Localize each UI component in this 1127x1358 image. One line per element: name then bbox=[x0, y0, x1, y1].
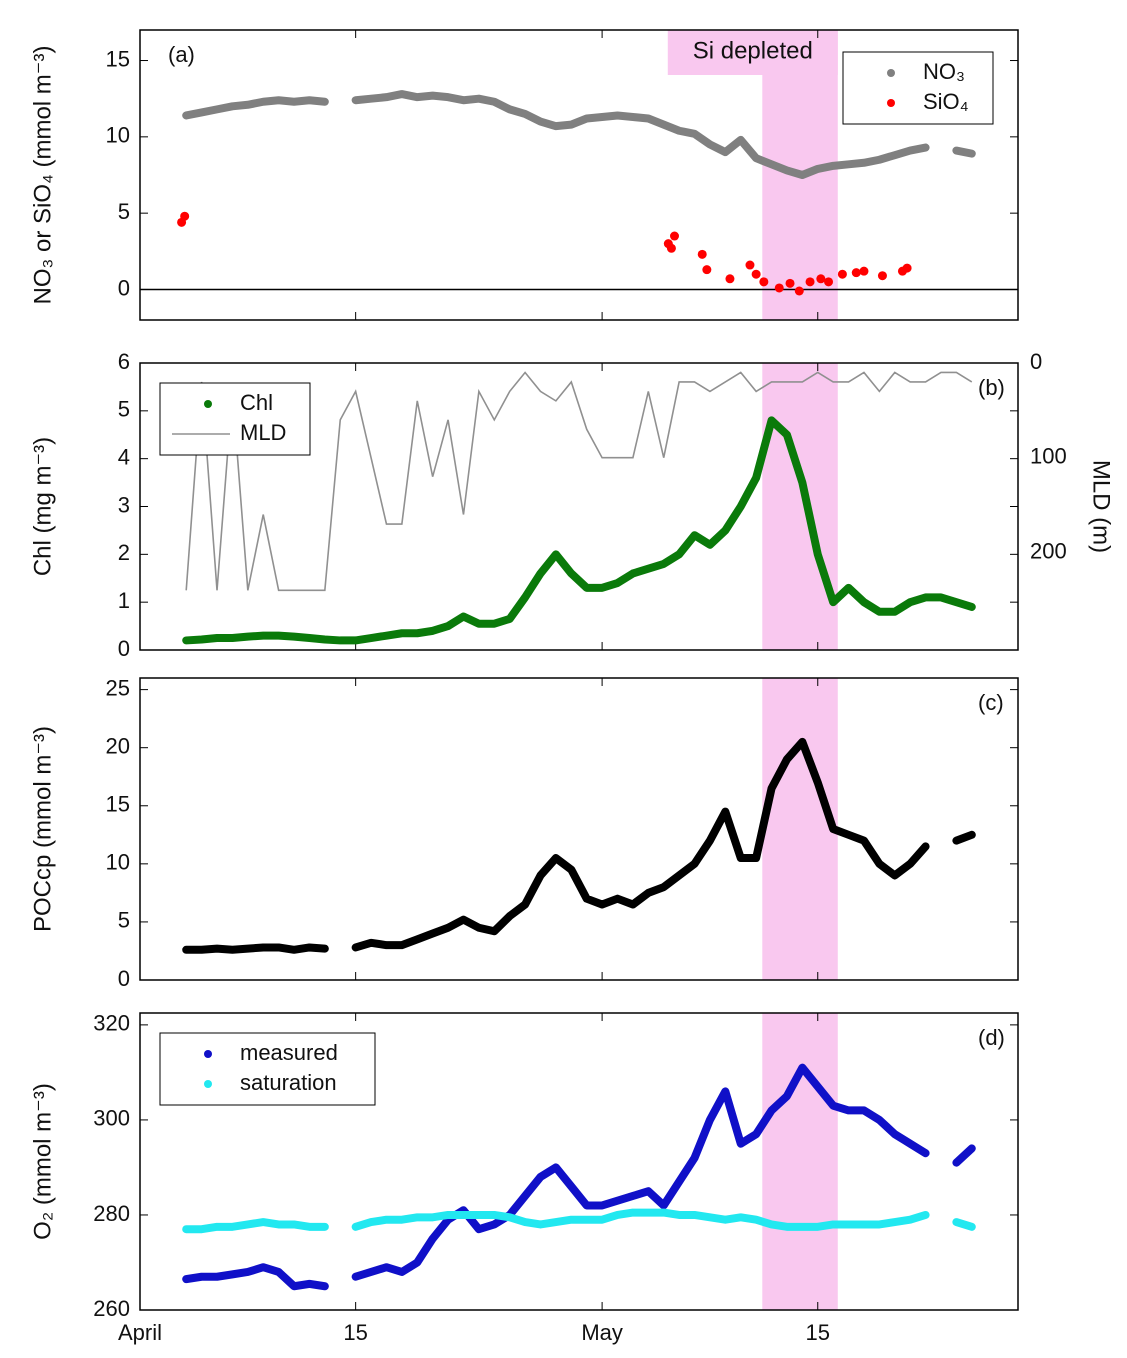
y-tick-label: 280 bbox=[93, 1201, 130, 1226]
point bbox=[759, 277, 769, 287]
frame bbox=[139, 29, 1019, 321]
y-axis-label: NO₃ or SiO₄ (mmol m⁻³) bbox=[29, 46, 56, 305]
x-tick-label: May bbox=[581, 1320, 623, 1345]
point bbox=[774, 283, 784, 293]
legend-box bbox=[159, 1032, 376, 1106]
legend-label: NO₃ bbox=[923, 59, 965, 84]
point bbox=[180, 211, 190, 221]
point bbox=[877, 271, 887, 281]
y-tick-label: 25 bbox=[106, 675, 130, 700]
legend-box bbox=[842, 51, 994, 125]
frame bbox=[139, 677, 1019, 981]
y2-tick-label: 0 bbox=[1030, 349, 1042, 374]
legend-marker bbox=[887, 69, 895, 77]
legend-marker bbox=[887, 99, 895, 107]
y2-tick-label: 100 bbox=[1030, 444, 1067, 469]
point bbox=[702, 265, 712, 275]
legend-label: Chl bbox=[240, 390, 273, 415]
y-tick-label: 300 bbox=[93, 1106, 130, 1131]
legend-box bbox=[159, 382, 311, 456]
legend-marker bbox=[204, 1080, 212, 1088]
x-tick-label: 15 bbox=[806, 1320, 830, 1345]
x-tick-label: 15 bbox=[343, 1320, 367, 1345]
frame bbox=[139, 362, 1019, 651]
frame bbox=[139, 1012, 1019, 1311]
y2-axis-label: MLD (m) bbox=[1088, 460, 1115, 553]
point bbox=[902, 263, 912, 273]
dense-points bbox=[182, 90, 976, 179]
point bbox=[785, 278, 795, 288]
y-tick-label: 0 bbox=[118, 275, 130, 300]
point bbox=[851, 268, 861, 278]
annotation: Si depleted bbox=[693, 37, 813, 64]
point bbox=[859, 266, 869, 276]
panel-label: (d) bbox=[978, 1025, 1005, 1050]
point bbox=[837, 269, 847, 279]
highlight bbox=[762, 678, 838, 980]
y-axis-label: O₂ (mmol m⁻³) bbox=[29, 1083, 56, 1240]
legend-label: SiO₄ bbox=[923, 89, 969, 114]
y2-tick-label: 200 bbox=[1030, 538, 1067, 563]
y-tick-label: 3 bbox=[118, 492, 130, 517]
y-tick-label: 5 bbox=[118, 397, 130, 422]
y-tick-label: 15 bbox=[106, 792, 130, 817]
y-axis-label: Chl (mg m⁻³) bbox=[29, 437, 56, 576]
legend-label: saturation bbox=[240, 1070, 337, 1095]
point bbox=[745, 260, 755, 270]
point bbox=[805, 277, 815, 287]
legend-label: measured bbox=[240, 1040, 338, 1065]
line bbox=[185, 371, 973, 592]
panel-label: (b) bbox=[978, 375, 1005, 400]
panel-label: (a) bbox=[168, 42, 195, 67]
x-tick-label: April bbox=[118, 1320, 162, 1345]
annotation-box bbox=[667, 30, 838, 75]
point bbox=[816, 274, 826, 284]
y-tick-label: 20 bbox=[106, 734, 130, 759]
dense-points bbox=[182, 1208, 976, 1234]
y-tick-label: 0 bbox=[118, 636, 130, 661]
y-tick-label: 5 bbox=[118, 199, 130, 224]
point bbox=[794, 286, 804, 296]
point bbox=[751, 269, 761, 279]
dense-points bbox=[182, 737, 976, 954]
panel-label: (c) bbox=[978, 690, 1004, 715]
y-tick-label: 1 bbox=[118, 588, 130, 613]
point bbox=[670, 231, 680, 241]
y-tick-label: 4 bbox=[118, 444, 130, 469]
y-tick-label: 6 bbox=[118, 349, 130, 374]
y-tick-label: 5 bbox=[118, 908, 130, 933]
point bbox=[697, 249, 707, 259]
highlight bbox=[762, 1013, 838, 1310]
point bbox=[725, 274, 735, 284]
y-axis-label: POCcp (mmol m⁻³) bbox=[29, 726, 56, 932]
y-tick-label: 10 bbox=[106, 123, 130, 148]
legend-marker bbox=[204, 400, 212, 408]
point bbox=[666, 243, 676, 253]
legend-label: MLD bbox=[240, 420, 286, 445]
y-tick-label: 2 bbox=[118, 540, 130, 565]
dense-points bbox=[182, 416, 976, 645]
highlight bbox=[762, 363, 838, 650]
y-tick-label: 320 bbox=[93, 1011, 130, 1036]
y-tick-label: 260 bbox=[93, 1296, 130, 1321]
point bbox=[824, 277, 834, 287]
y-tick-label: 10 bbox=[106, 850, 130, 875]
y-tick-label: 15 bbox=[106, 46, 130, 71]
y-tick-label: 0 bbox=[118, 966, 130, 991]
legend-marker bbox=[204, 1050, 212, 1058]
